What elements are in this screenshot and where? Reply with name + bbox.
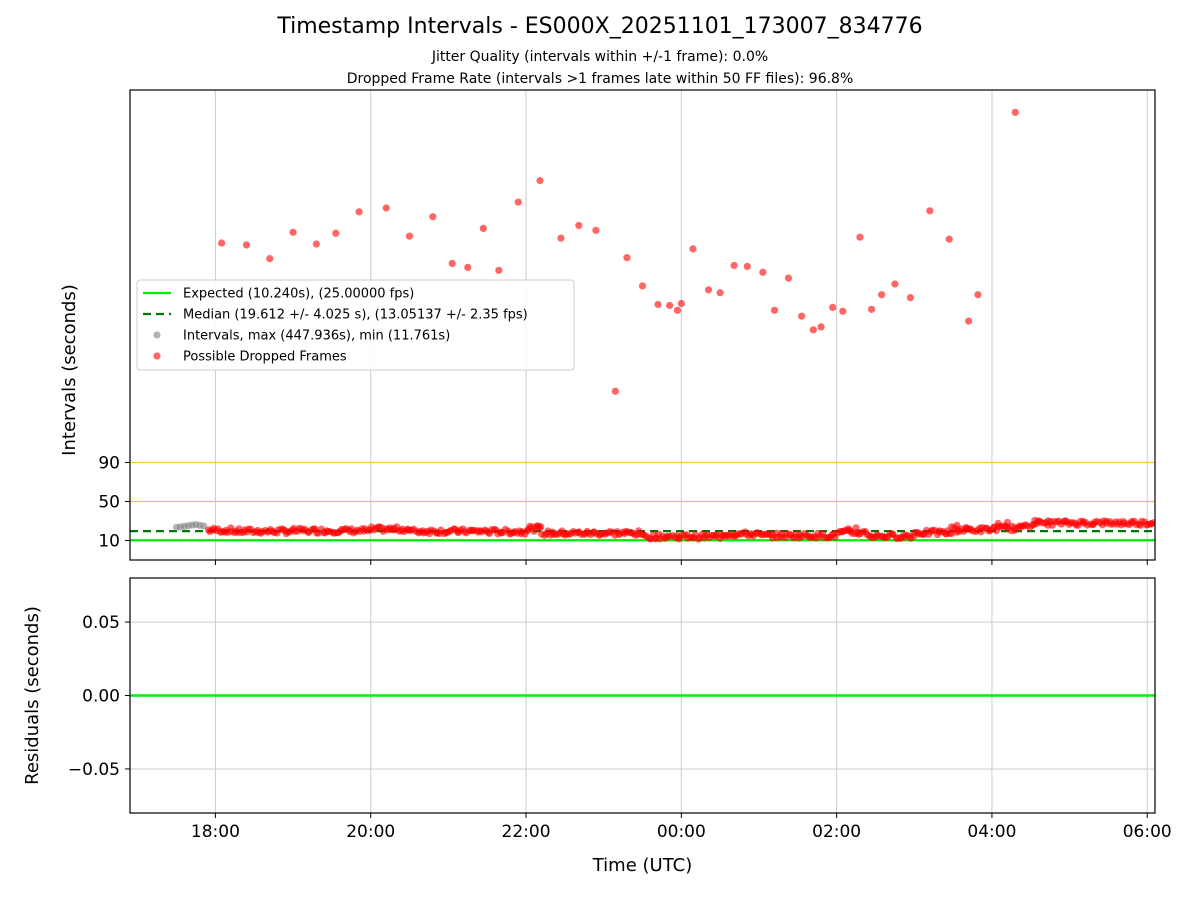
- dropped-frame-point: [405, 232, 414, 240]
- dropped-frame-point: [839, 307, 847, 315]
- dropped-frame-point: [289, 228, 297, 236]
- dropped-frame-point: [638, 282, 647, 290]
- legend-label: Intervals, max (447.936s), min (11.761s): [183, 329, 450, 344]
- legend-label: Median (19.612 +/- 4.025 s), (13.05137 +…: [183, 308, 528, 323]
- dropped-frame-point: [945, 235, 953, 243]
- dropped-frame-point: [592, 226, 600, 234]
- dropped-frame-point: [514, 198, 522, 206]
- dropped-frame-point: [479, 224, 487, 232]
- dropped-frame-point: [266, 255, 274, 263]
- dropped-frame-point: [743, 262, 751, 271]
- chart-subtitle-jitter: Jitter Quality (intervals within +/-1 fr…: [431, 49, 769, 65]
- bottom-y-axis-label: Residuals (seconds): [22, 606, 43, 785]
- dropped-frame-point: [429, 213, 437, 221]
- dropped-frame-point: [218, 239, 226, 247]
- dropped-frame-point: [677, 299, 685, 308]
- x-tick-label: 06:00: [1123, 822, 1172, 842]
- dropped-frame-point: [448, 259, 456, 268]
- dropped-frame-point: [1031, 516, 1039, 525]
- x-tick-label: 18:00: [191, 822, 240, 842]
- dropped-frame-point: [464, 263, 472, 272]
- dropped-frame-point: [654, 300, 662, 309]
- dropped-frame-point: [666, 301, 674, 310]
- dropped-frame-point: [355, 208, 363, 216]
- dropped-frame-point: [1011, 108, 1019, 116]
- dropped-frame-point: [495, 266, 503, 274]
- dropped-frame-point: [974, 291, 982, 299]
- x-tick-label: 04:00: [967, 822, 1016, 842]
- dropped-frame-point: [759, 268, 767, 276]
- dropped-frame-point: [947, 529, 956, 538]
- bottom-y-tick-label: 0.05: [82, 613, 120, 633]
- dropped-frame-point: [852, 524, 860, 532]
- top-y-tick-label: 90: [98, 453, 120, 473]
- dropped-frame-point: [878, 291, 886, 299]
- x-tick-label: 22:00: [502, 822, 551, 842]
- dropped-frame-point: [798, 312, 806, 320]
- dropped-frame-point: [953, 521, 961, 529]
- x-tick-label: 20:00: [346, 822, 395, 842]
- top-y-tick-label: 50: [98, 492, 120, 512]
- dropped-frame-point: [611, 387, 619, 395]
- dropped-frame-point: [526, 522, 534, 530]
- top-y-axis-label: Intervals (seconds): [59, 284, 80, 456]
- dropped-frame-point: [534, 522, 542, 530]
- dropped-frame-point: [312, 240, 320, 248]
- dropped-frame-point: [689, 245, 697, 253]
- x-axis-label: Time (UTC): [592, 855, 693, 876]
- top-y-tick-label: 10: [98, 531, 120, 551]
- dropped-frame-point: [994, 519, 1002, 528]
- legend: Expected (10.240s), (25.00000 fps) Median…: [136, 279, 575, 371]
- dropped-frame-point: [926, 207, 934, 215]
- dropped-frame-point: [784, 274, 793, 282]
- dropped-frame-point: [906, 294, 914, 302]
- dropped-frame-point: [867, 305, 876, 313]
- dropped-frame-point: [704, 286, 713, 294]
- dropped-frame-point: [947, 523, 956, 531]
- dropped-frame-point: [557, 234, 565, 242]
- x-tick-label: 00:00: [657, 822, 706, 842]
- top-panel-axes: 10 50 90: [98, 453, 1148, 565]
- legend-label: Expected (10.240s), (25.00000 fps): [183, 287, 414, 302]
- bottom-panel-axes: 0.05 0.00 −0.05 18:00 20:00 22:00 00:00 02:00 04…: [68, 613, 1172, 842]
- dropped-frame-point: [1003, 518, 1012, 527]
- top-panel-frame: [129, 89, 1156, 561]
- chart-title: Timestamp Intervals - ES000X_20251101_17…: [277, 14, 923, 39]
- dropped-frame-point: [575, 221, 583, 230]
- dropped-frame-point: [963, 524, 971, 532]
- dropped-frame-point: [716, 289, 724, 297]
- dropped-frame-point: [332, 229, 340, 237]
- dropped-frame-point: [242, 241, 251, 249]
- bottom-y-tick-label: 0.00: [82, 687, 120, 707]
- dropped-frame-point: [1149, 519, 1155, 527]
- dropped-frame-point: [891, 280, 899, 288]
- legend-label: Possible Dropped Frames: [183, 350, 347, 365]
- dropped-frame-point: [856, 233, 864, 241]
- legend-swatch-dropped: [153, 352, 161, 360]
- dropped-frame-point: [829, 303, 837, 311]
- dropped-frame-point: [965, 317, 973, 325]
- dropped-frame-point: [673, 306, 682, 314]
- dropped-frame-point: [623, 254, 631, 262]
- top-panel-points: [172, 108, 1155, 543]
- dropped-frame-point: [817, 323, 825, 331]
- dropped-frame-point: [730, 261, 738, 270]
- dropped-frame-point: [809, 326, 817, 334]
- legend-box: [136, 279, 575, 371]
- dropped-frame-point: [536, 177, 544, 185]
- dropped-frame-point: [844, 525, 852, 533]
- x-tick-label: 02:00: [812, 822, 861, 842]
- interval-point: [200, 522, 208, 530]
- chart-subtitle-dropped: Dropped Frame Rate (intervals >1 frames …: [346, 71, 854, 87]
- dropped-frame-point: [770, 306, 779, 314]
- legend-swatch-intervals: [153, 331, 161, 339]
- dropped-frame-point: [382, 204, 390, 212]
- bottom-y-tick-label: −0.05: [68, 760, 120, 780]
